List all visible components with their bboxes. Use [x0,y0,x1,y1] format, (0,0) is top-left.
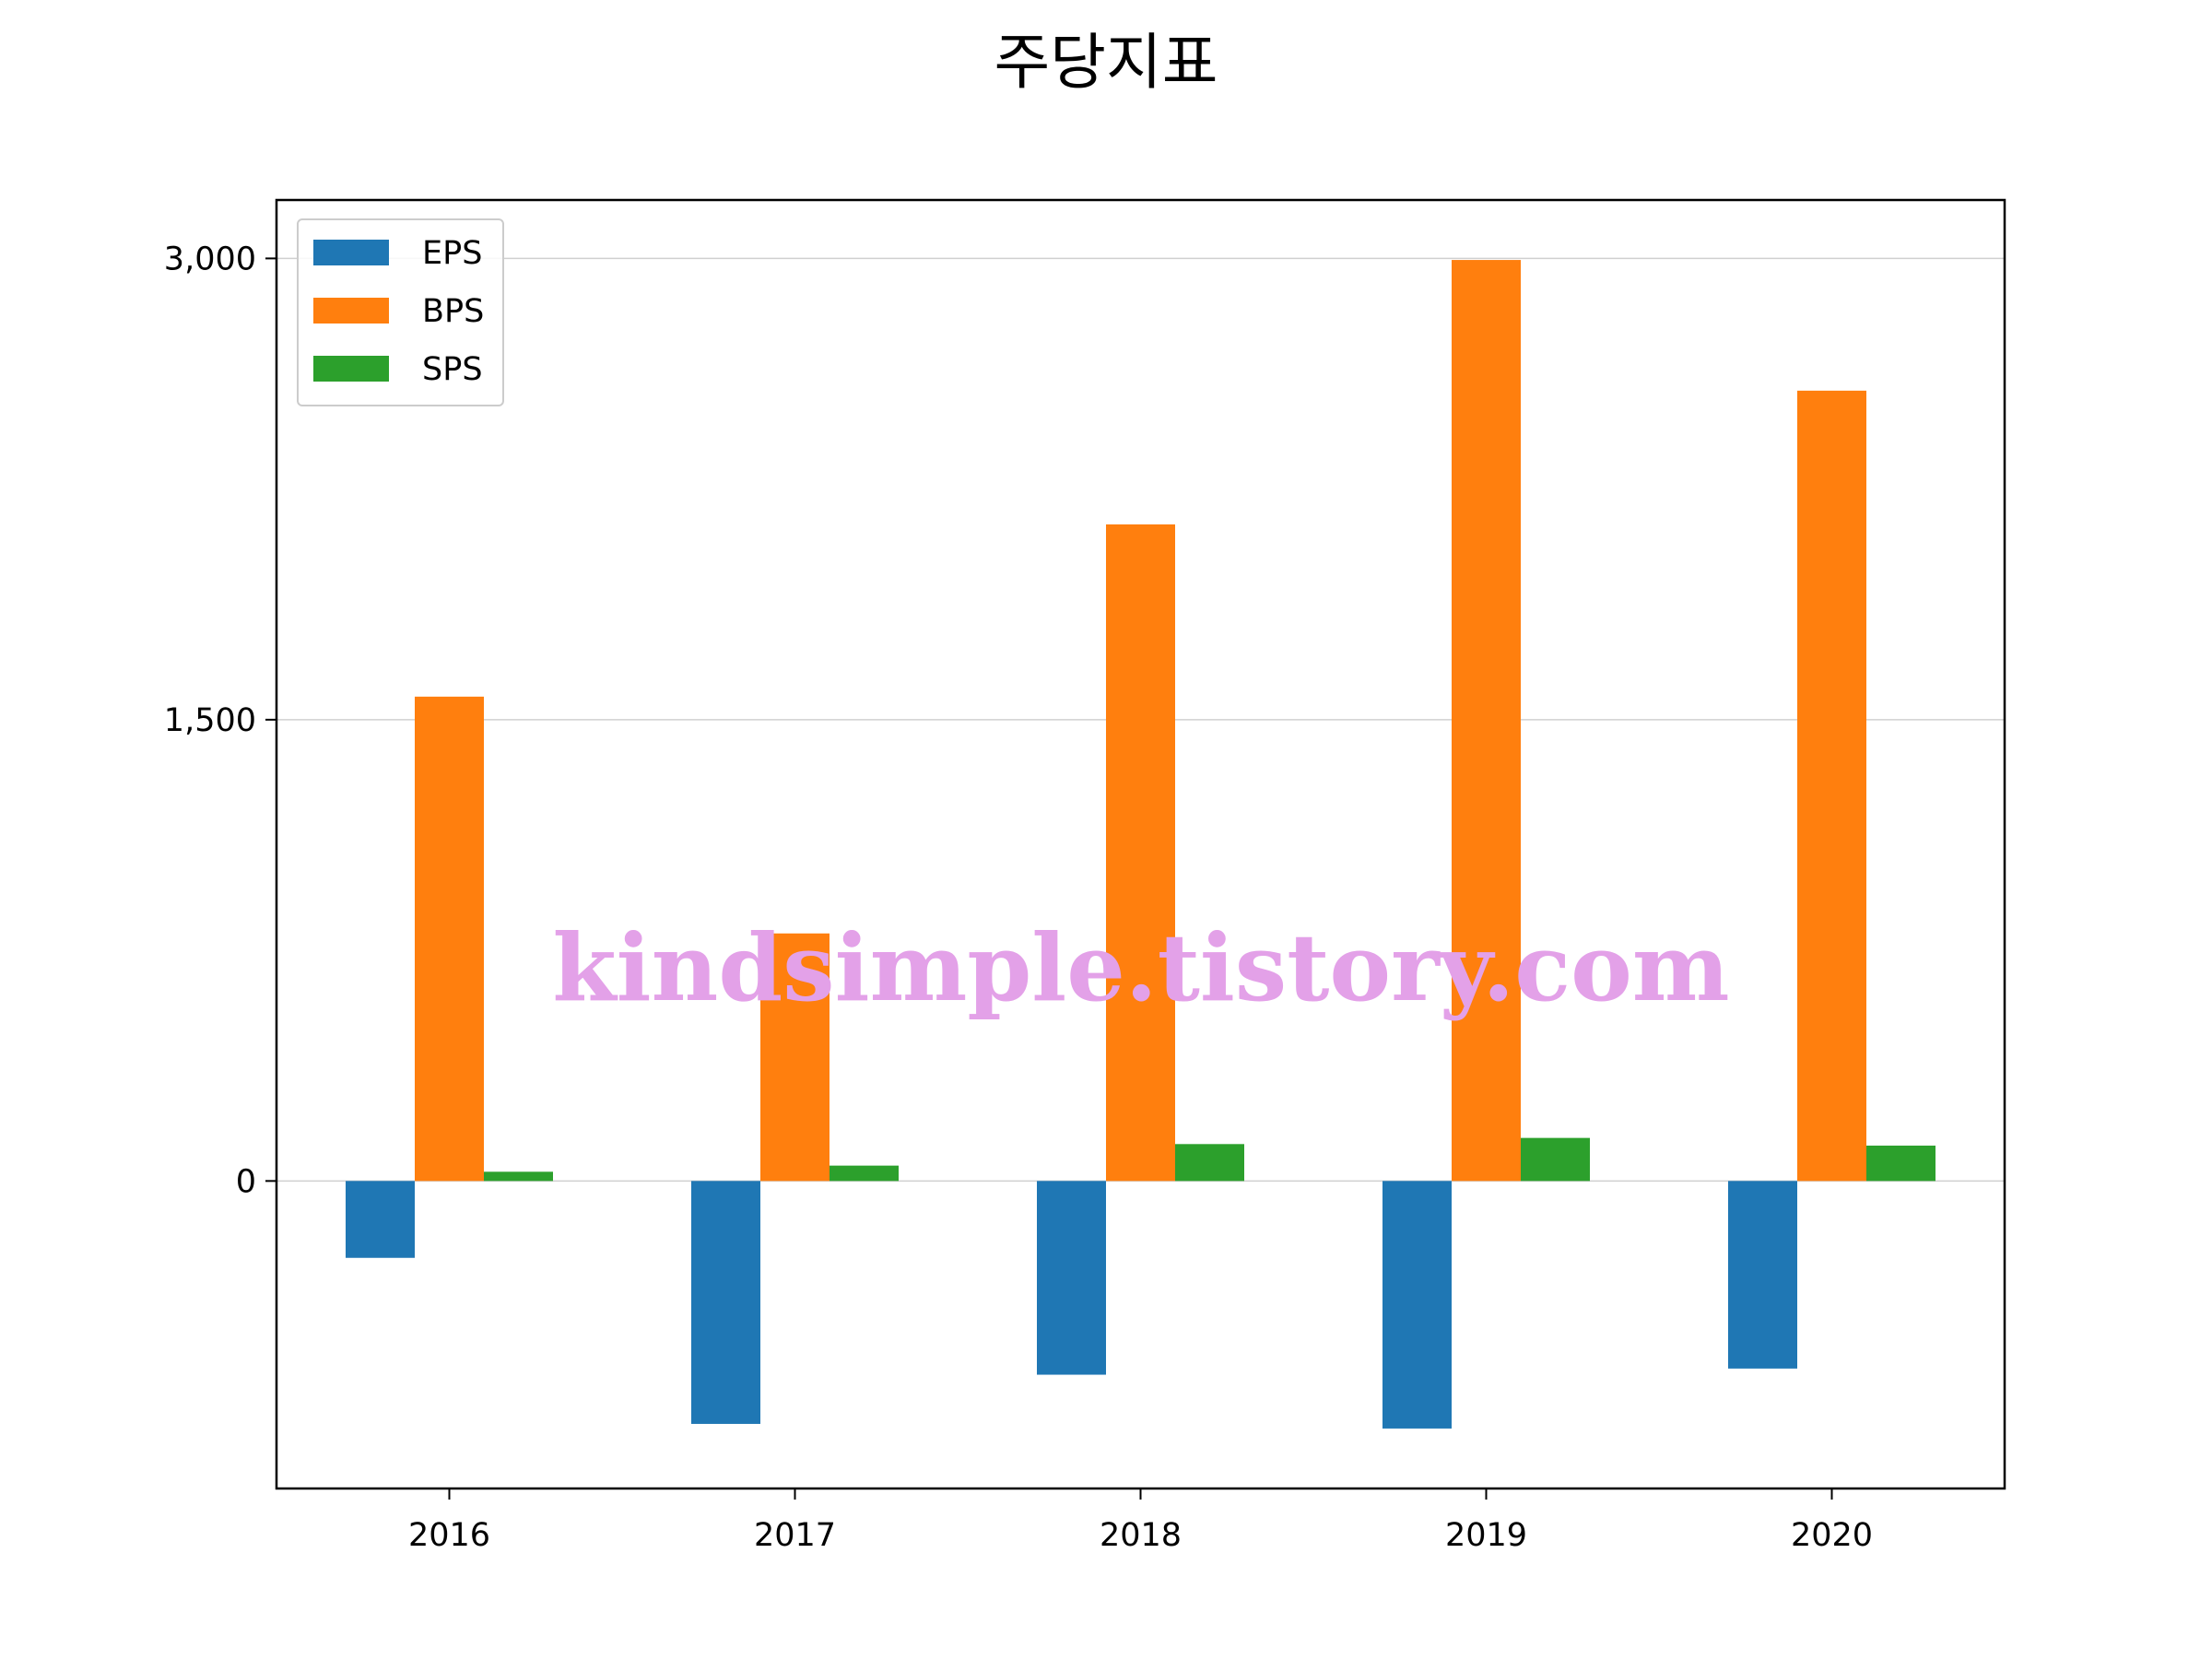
xtick-label-0: 2016 [408,1517,490,1554]
ytick-label-2: 3,000 [164,241,256,277]
ytick-label-1: 1,500 [164,702,256,739]
legend-label-bps: BPS [422,293,484,330]
bar-bps-2016 [415,696,484,1182]
bar-eps-2016 [346,1181,415,1258]
bars [346,260,1936,1429]
bar-sps-2018 [1175,1144,1244,1182]
bar-bps-2018 [1106,524,1175,1182]
legend-label-sps: SPS [422,351,483,388]
bar-sps-2016 [484,1171,553,1182]
legend-label-eps: EPS [422,235,482,272]
bar-sps-2017 [830,1165,899,1182]
y-axis: 0 1,500 3,000 [164,241,276,1200]
xtick-label-1: 2017 [754,1517,836,1554]
bar-eps-2018 [1037,1181,1106,1375]
legend-swatch-bps [313,298,389,324]
legend-swatch-sps [313,356,389,382]
bar-eps-2019 [1382,1181,1452,1429]
legend: EPS BPS SPS [297,218,504,406]
legend-swatch-eps [313,240,389,265]
bar-bps-2020 [1797,390,1866,1182]
xtick-label-2: 2018 [1100,1517,1182,1554]
bar-eps-2017 [691,1181,760,1424]
bar-eps-2020 [1728,1181,1797,1369]
bar-bps-2019 [1452,260,1521,1182]
xtick-label-4: 2020 [1791,1517,1873,1554]
ytick-label-0: 0 [236,1163,256,1200]
chart-title: 주당지표 [994,27,1218,98]
x-axis: 2016 2017 2018 2019 2020 [408,1488,1873,1554]
bar-sps-2020 [1866,1145,1936,1182]
watermark-text: kindsimple.tistory.com [552,913,1729,1022]
bar-sps-2019 [1521,1137,1590,1182]
xtick-label-3: 2019 [1445,1517,1527,1554]
bar-bps-2017 [760,933,830,1182]
